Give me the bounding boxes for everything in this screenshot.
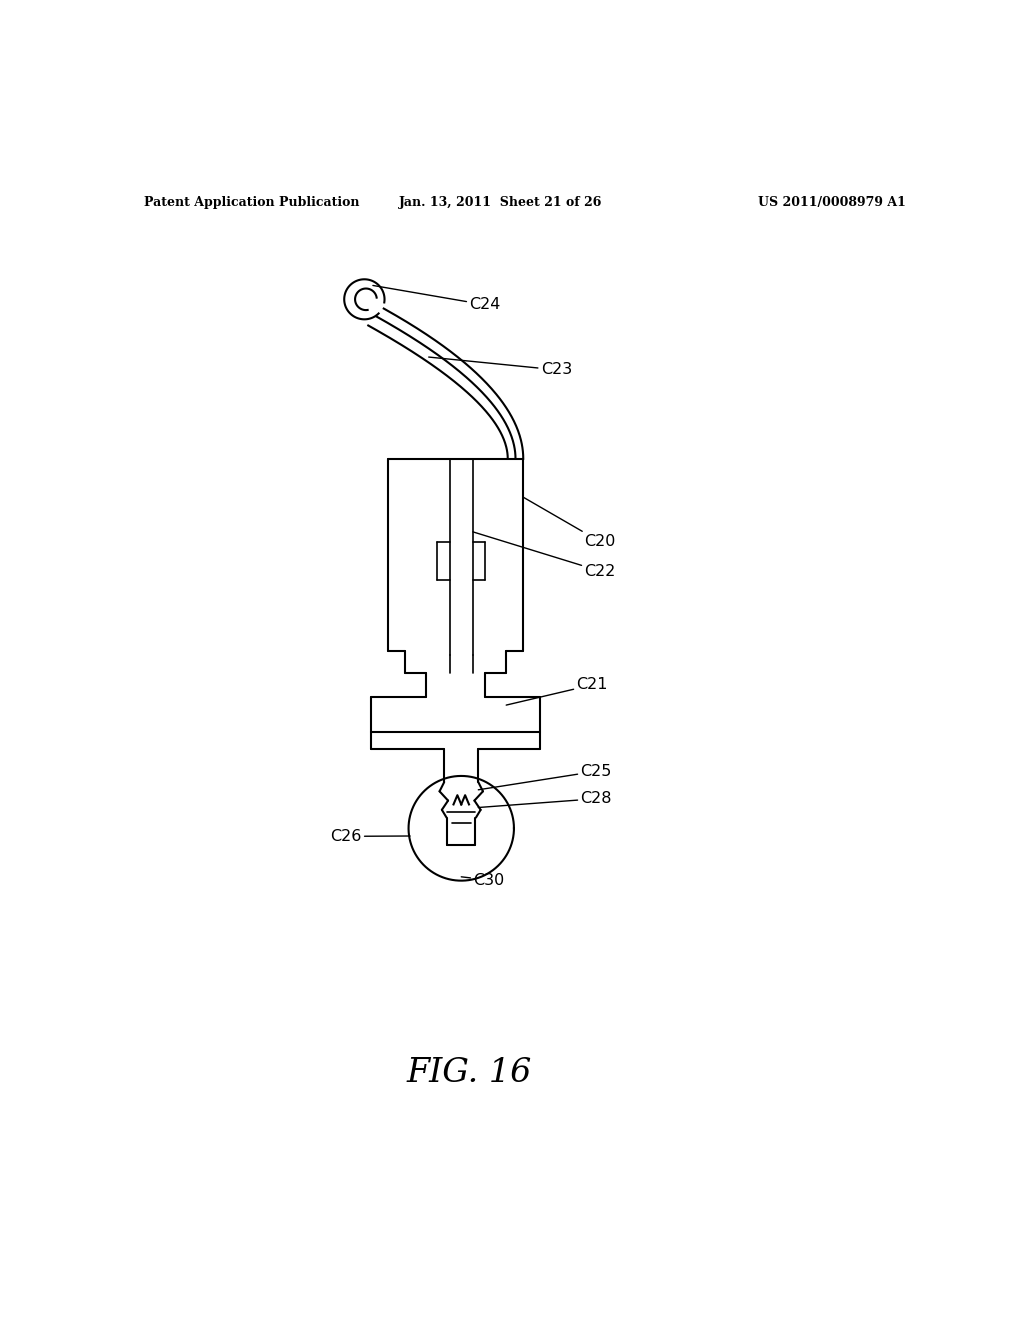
Text: Patent Application Publication: Patent Application Publication	[143, 195, 359, 209]
Text: US 2011/0008979 A1: US 2011/0008979 A1	[758, 195, 905, 209]
Text: C22: C22	[473, 532, 615, 578]
Text: Jan. 13, 2011  Sheet 21 of 26: Jan. 13, 2011 Sheet 21 of 26	[399, 195, 603, 209]
Text: C25: C25	[478, 764, 611, 789]
Text: C20: C20	[523, 498, 615, 549]
Text: C23: C23	[429, 358, 572, 378]
Text: C24: C24	[373, 285, 501, 313]
Text: C28: C28	[478, 791, 612, 808]
Text: C26: C26	[331, 829, 410, 843]
Text: FIG. 16: FIG. 16	[407, 1057, 531, 1089]
Text: C30: C30	[461, 873, 505, 887]
Text: C21: C21	[506, 677, 608, 705]
